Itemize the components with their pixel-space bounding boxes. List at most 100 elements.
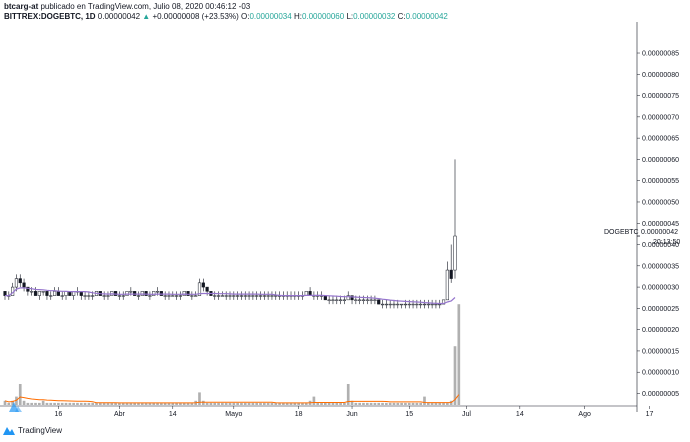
candle-body (361, 299, 366, 301)
close-value: 0.00000042 (405, 12, 448, 21)
volume-bar (201, 400, 205, 405)
volume-bar (114, 402, 117, 405)
candle-body (140, 291, 144, 296)
volume-bar (343, 402, 346, 405)
candle-body (213, 295, 217, 297)
time-tick-label: 18 (295, 411, 303, 418)
candle-body (136, 295, 141, 297)
volume-bar (83, 402, 87, 405)
volume-bar (41, 400, 45, 405)
time-axis[interactable]: 16 Abr 14 Mayo 18 Jun 15 Jul 14 Ago 17 (54, 406, 653, 418)
volume-bar (60, 402, 64, 405)
candle-body (106, 295, 110, 297)
volume-bar (213, 402, 217, 405)
candle-body (339, 299, 343, 301)
candle-body (224, 295, 228, 297)
volume-bar (236, 402, 239, 405)
volume-bar (446, 402, 449, 405)
volume-bar (365, 402, 369, 405)
candle-body (171, 295, 175, 297)
volume-bar (259, 402, 262, 405)
candle-body (133, 291, 137, 296)
candle-body (400, 303, 404, 306)
time-tick-label: Ago (578, 411, 591, 418)
candle-body (205, 286, 209, 292)
price-tick-label: 0.00000075 (642, 93, 679, 100)
price-tick-label: 0.00000055 (642, 178, 679, 185)
volume-bar (324, 402, 327, 405)
volume-bar (396, 402, 400, 405)
price-tick-label: 0.00000065 (642, 136, 679, 143)
price-ma-line (5, 287, 456, 305)
candle-body (14, 278, 19, 288)
volume-bar (76, 402, 79, 405)
candle-body (56, 291, 60, 296)
candle-body (18, 278, 22, 284)
moving-average-line (5, 235, 640, 305)
candle-body (87, 295, 91, 297)
time-tick-label: 16 (54, 411, 62, 418)
volume-bar (18, 384, 22, 405)
candle-body (232, 295, 236, 297)
volume-bar (430, 402, 434, 405)
candle-body (342, 299, 346, 301)
volume-bar (358, 402, 361, 405)
candle-body (45, 291, 49, 296)
volume-bar (217, 402, 220, 405)
axes (0, 22, 638, 412)
candle-body (121, 295, 125, 297)
candle-body (41, 291, 45, 293)
candle-body (441, 299, 446, 305)
volume-bar (209, 402, 213, 405)
volume-pane (3, 304, 461, 405)
volume-bar (304, 402, 308, 405)
volume-bar (224, 402, 228, 405)
author-name[interactable]: btcarg-at (4, 2, 39, 11)
price-tag: DOGEBTC 0.00000042 20:13:50 (604, 229, 680, 246)
volume-bar (262, 402, 266, 405)
volume-bar (87, 402, 91, 405)
volume-bar (442, 402, 445, 405)
candle-body (327, 299, 331, 301)
volume-bar (426, 402, 430, 405)
candle-body (243, 295, 247, 297)
candle-body (26, 286, 30, 292)
candle-body (190, 295, 194, 297)
tradingview-logo-icon[interactable] (3, 426, 15, 435)
volume-bar (37, 402, 41, 405)
brand-name[interactable]: TradingView (18, 426, 63, 435)
volume-bar (346, 384, 350, 405)
volume-bar (118, 402, 121, 405)
volume-bar (68, 402, 72, 405)
time-tick-label: 14 (516, 411, 524, 418)
volume-bar (278, 402, 281, 405)
price-tick-label: 0.00000080 (642, 72, 679, 79)
candle-body (365, 299, 369, 301)
volume-bar (163, 402, 167, 405)
volume-bar (57, 402, 60, 405)
publish-date: publicado en TradingView.com, Julio 08, … (38, 2, 251, 11)
candle-body (228, 295, 232, 297)
candle-body (346, 295, 350, 301)
candle-body (415, 303, 419, 306)
volume-bar (270, 402, 274, 405)
symbol-label[interactable]: BITTREX:DOGEBTC, 1D (4, 12, 96, 21)
candle-body (83, 295, 87, 297)
volume-bar (266, 402, 270, 405)
candle-body (236, 295, 240, 297)
price-axis[interactable]: 0.00000085 0.00000080 0.00000075 0.00000070… (637, 51, 679, 398)
time-tick-label: 15 (405, 411, 413, 418)
volume-bar (228, 402, 232, 405)
volume-bar (388, 402, 392, 405)
volume-bar (72, 402, 75, 405)
volume-bar (373, 402, 377, 405)
price-tick-label: 0.00000060 (642, 157, 679, 164)
volume-bar (34, 402, 37, 405)
candle-body (129, 291, 133, 293)
volume-bar (274, 402, 278, 405)
volume-bar (182, 402, 186, 405)
price-tick-label: 0.00000050 (642, 199, 679, 206)
price-tick-label: 0.00000025 (642, 306, 679, 313)
candle-body (426, 303, 430, 306)
